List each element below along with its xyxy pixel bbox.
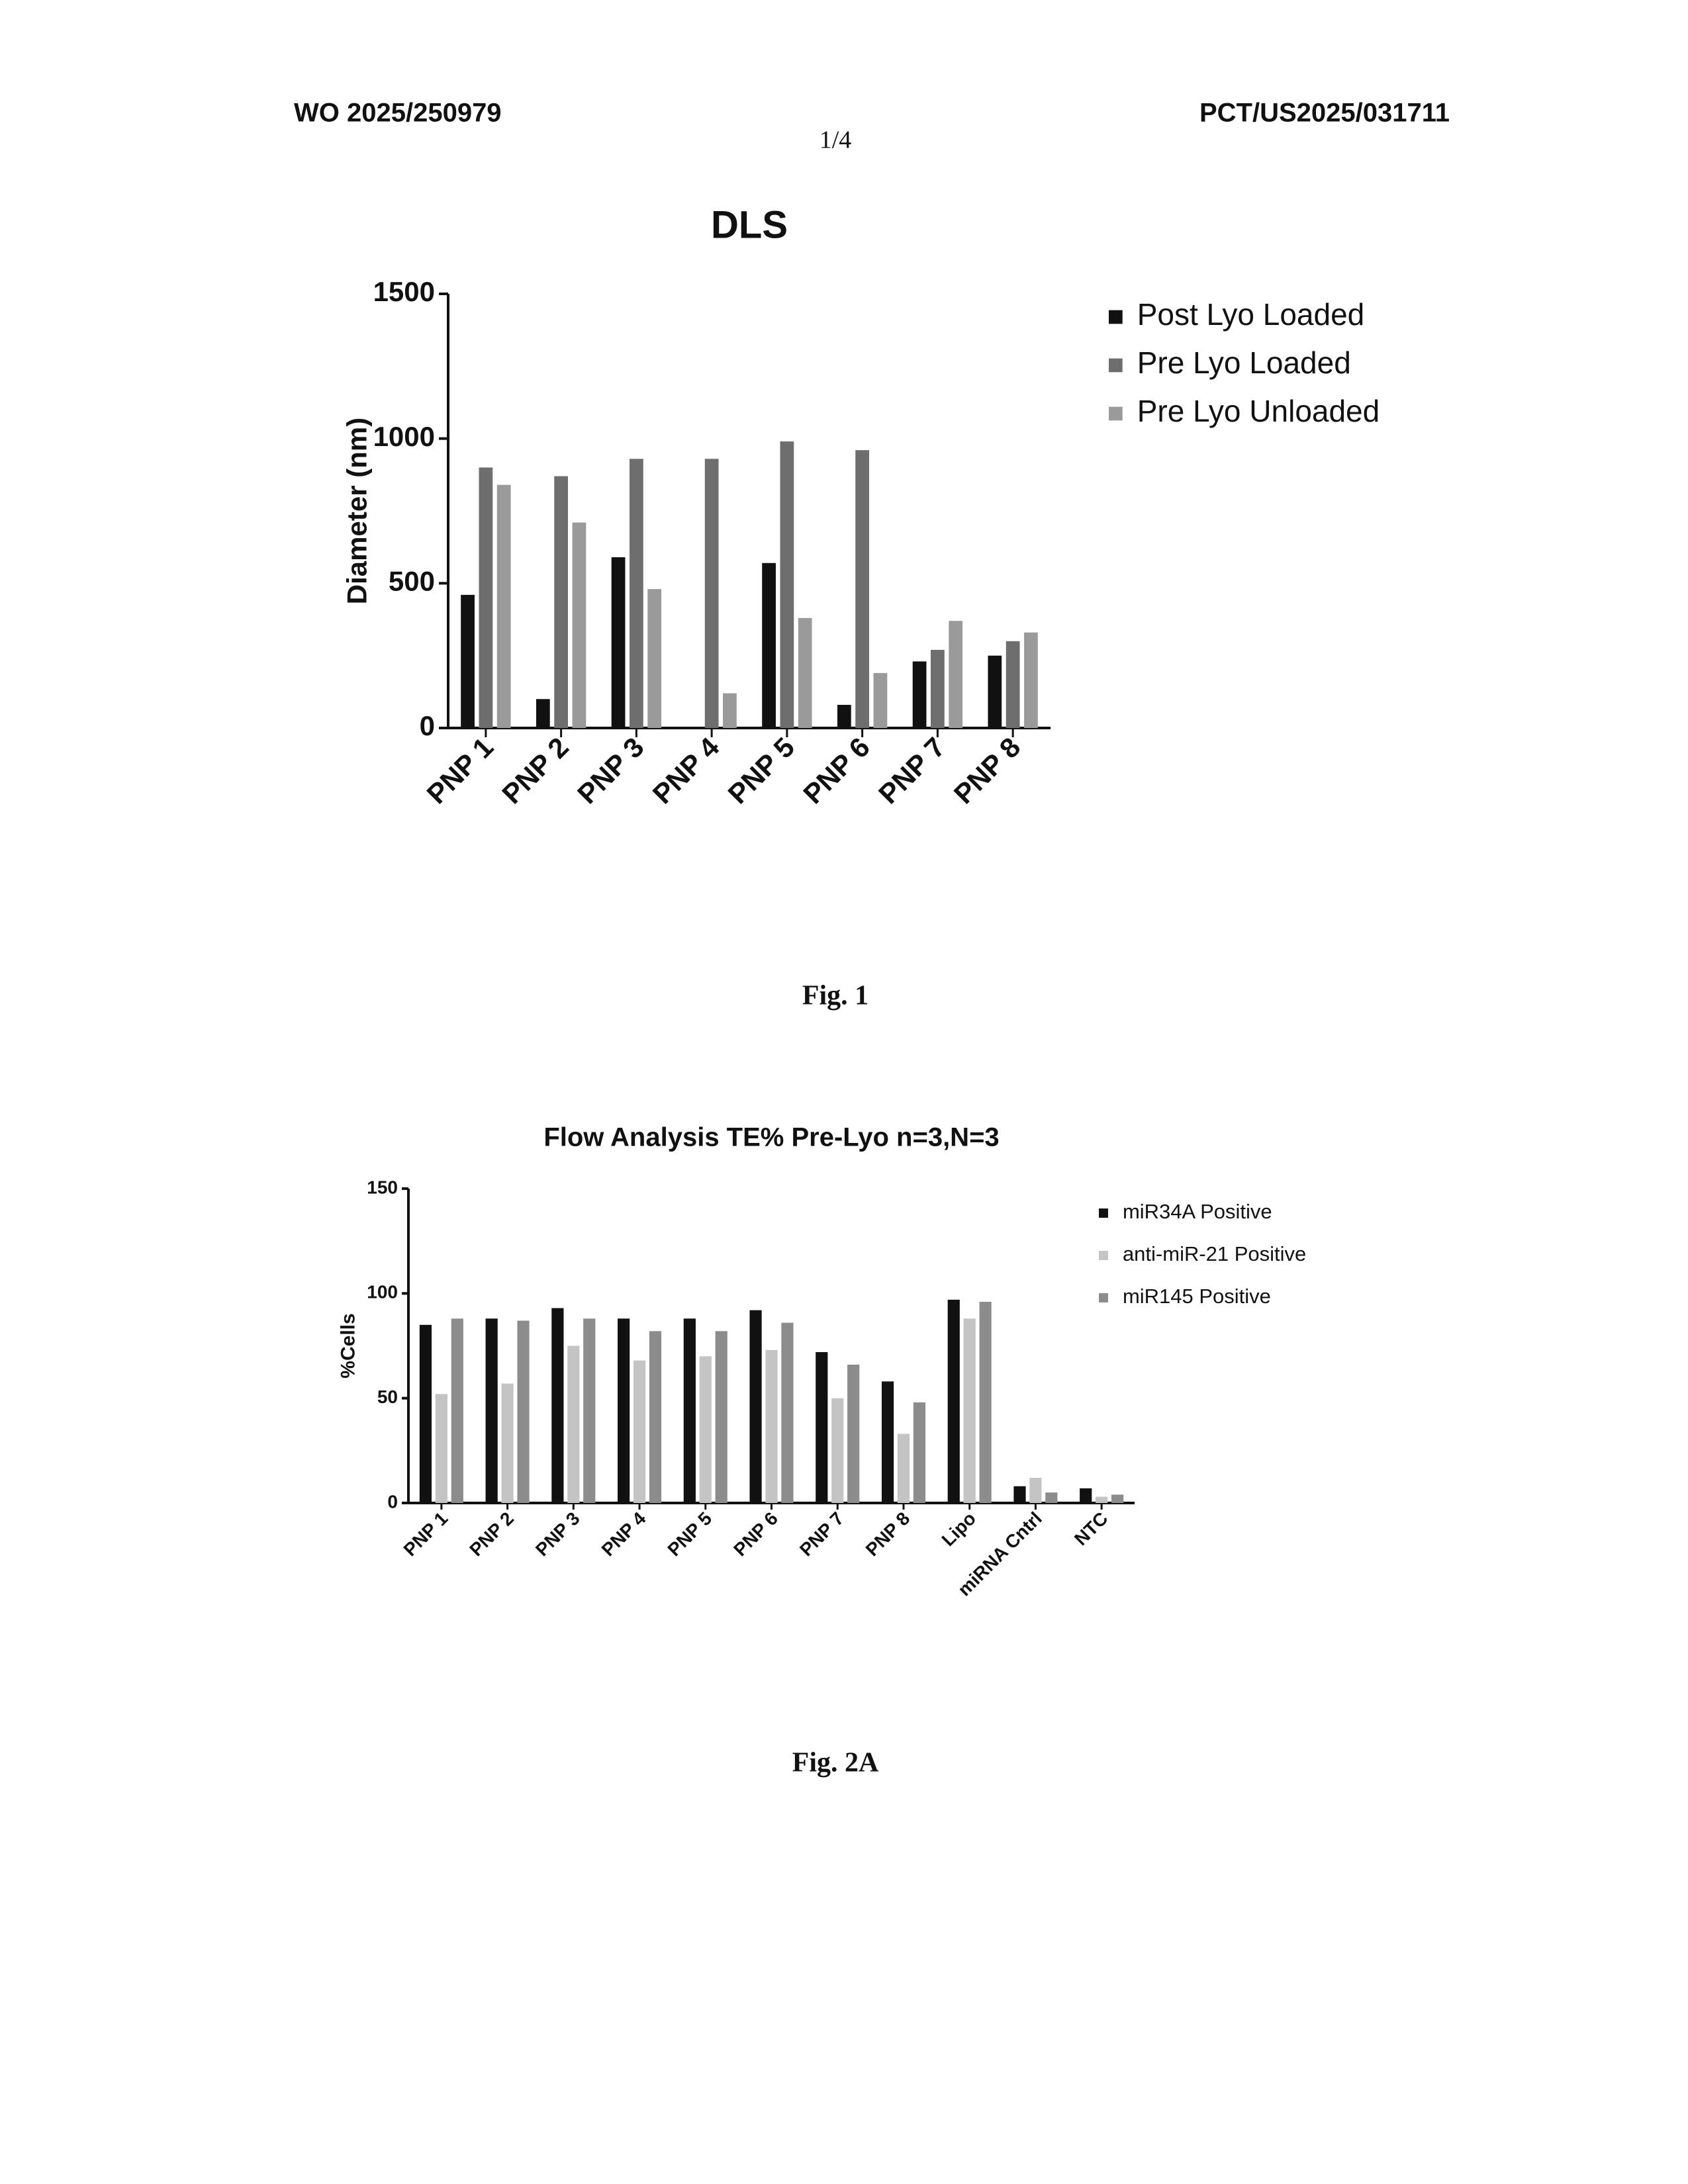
bar bbox=[716, 1331, 727, 1503]
header-right: PCT/US2025/031711 bbox=[1199, 99, 1450, 128]
bar bbox=[749, 1310, 761, 1503]
bar bbox=[980, 1302, 992, 1503]
legend-swatch bbox=[1109, 407, 1123, 421]
bar bbox=[913, 661, 927, 728]
bar bbox=[536, 699, 550, 728]
bar bbox=[964, 1318, 976, 1503]
bar bbox=[847, 1365, 859, 1503]
chart-title: DLS bbox=[711, 203, 788, 246]
bar bbox=[486, 1318, 498, 1503]
bar bbox=[436, 1394, 447, 1503]
bar bbox=[583, 1318, 595, 1503]
bar bbox=[1006, 641, 1020, 728]
bar bbox=[837, 705, 851, 728]
bar bbox=[855, 450, 869, 728]
bar bbox=[1045, 1492, 1057, 1503]
bar bbox=[420, 1325, 432, 1503]
bar bbox=[914, 1402, 925, 1503]
legend-label: Post Lyo Loaded bbox=[1137, 297, 1365, 332]
legend-label: miR34A Positive bbox=[1123, 1200, 1272, 1223]
y-axis-label: %Cells bbox=[337, 1313, 359, 1378]
bar bbox=[451, 1318, 463, 1503]
legend-label: anti-miR-21 Positive bbox=[1123, 1242, 1306, 1265]
y-tick-label: 50 bbox=[377, 1387, 398, 1407]
y-tick-label: 500 bbox=[389, 565, 435, 596]
bar bbox=[461, 595, 475, 728]
bar bbox=[647, 589, 661, 728]
bar bbox=[931, 650, 945, 728]
bar bbox=[700, 1356, 712, 1503]
legend-swatch bbox=[1099, 1251, 1108, 1260]
bar bbox=[882, 1381, 894, 1503]
bar bbox=[949, 621, 962, 728]
header-left: WO 2025/250979 bbox=[294, 99, 502, 128]
bar bbox=[781, 1323, 793, 1503]
bar bbox=[618, 1318, 630, 1503]
bar bbox=[633, 1361, 645, 1503]
y-tick-label: 1500 bbox=[373, 276, 435, 307]
bar bbox=[1029, 1478, 1041, 1503]
bar bbox=[649, 1331, 661, 1503]
bar bbox=[684, 1318, 696, 1503]
bar bbox=[479, 467, 493, 728]
bar bbox=[567, 1346, 579, 1504]
y-tick-label: 0 bbox=[420, 710, 435, 741]
bar bbox=[831, 1398, 843, 1503]
bar bbox=[551, 1308, 563, 1504]
legend-swatch bbox=[1099, 1208, 1108, 1218]
bar bbox=[948, 1300, 960, 1503]
legend-label: Pre Lyo Loaded bbox=[1137, 345, 1351, 380]
y-tick-label: 100 bbox=[367, 1282, 398, 1302]
figure-caption: Fig. 1 bbox=[802, 981, 868, 1011]
bar bbox=[898, 1434, 910, 1504]
y-tick-label: 1000 bbox=[373, 421, 435, 452]
legend-swatch bbox=[1099, 1293, 1108, 1302]
y-tick-label: 0 bbox=[387, 1491, 398, 1512]
chart-title: Flow Analysis TE% Pre-Lyo n=3,N=3 bbox=[543, 1123, 999, 1152]
bar bbox=[762, 563, 776, 728]
bar bbox=[1013, 1486, 1025, 1503]
y-tick-label: 150 bbox=[367, 1177, 398, 1197]
bar bbox=[723, 694, 737, 728]
legend-label: Pre Lyo Unloaded bbox=[1137, 394, 1380, 428]
bar bbox=[630, 459, 643, 728]
legend-swatch bbox=[1109, 359, 1123, 373]
bar bbox=[1111, 1494, 1123, 1503]
y-axis-label: Diameter (nm) bbox=[342, 418, 373, 604]
bar bbox=[705, 459, 719, 728]
bar bbox=[554, 477, 568, 728]
bar bbox=[1024, 633, 1038, 728]
bar bbox=[798, 618, 812, 728]
bar bbox=[573, 522, 586, 728]
bar bbox=[780, 441, 794, 728]
bar bbox=[765, 1350, 777, 1503]
bar bbox=[517, 1321, 529, 1504]
bar bbox=[1096, 1497, 1107, 1504]
bar bbox=[612, 557, 626, 728]
bar bbox=[501, 1384, 513, 1504]
legend-swatch bbox=[1109, 310, 1123, 324]
bar bbox=[988, 656, 1002, 728]
bar bbox=[874, 673, 888, 728]
legend-label: miR145 Positive bbox=[1123, 1285, 1271, 1308]
bar bbox=[497, 485, 511, 728]
page-number: 1/4 bbox=[820, 126, 852, 154]
bar bbox=[816, 1352, 827, 1503]
bar bbox=[1080, 1488, 1092, 1503]
figure-caption: Fig. 2A bbox=[792, 1748, 879, 1778]
